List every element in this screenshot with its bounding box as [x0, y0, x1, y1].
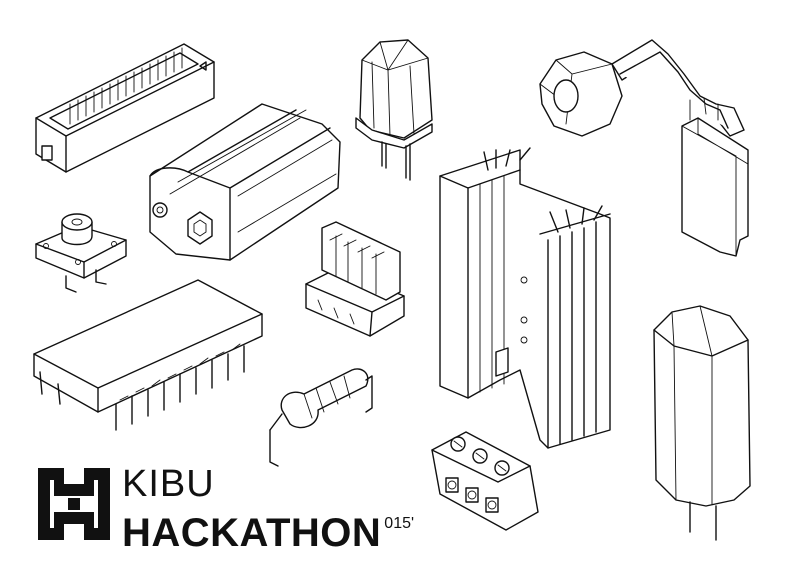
- molex-connector-icon: [305, 221, 405, 337]
- brand-name: KIBU: [122, 463, 215, 505]
- event-title-text: HACKATHON: [122, 511, 382, 555]
- heatsink-icon: [439, 147, 611, 449]
- pin-header-connector-icon: [35, 43, 215, 173]
- brand-wordmark: KIBU HACKATHON 015': [122, 464, 414, 553]
- resistor-icon: [269, 368, 373, 467]
- hackathon-logo-icon: [38, 468, 110, 540]
- potentiometer-icon: [539, 39, 749, 257]
- event-year: 015': [384, 515, 415, 532]
- led-icon: [355, 39, 433, 181]
- ic-chip-icon: [33, 279, 263, 431]
- battery-icon: [149, 103, 341, 261]
- brand-lockup: KIBU HACKATHON 015': [38, 462, 418, 553]
- electrolytic-capacitor-icon: [653, 305, 751, 541]
- event-title: HACKATHON 015': [122, 504, 414, 553]
- tactile-switch-icon: [35, 213, 127, 293]
- terminal-block-icon: [431, 431, 539, 531]
